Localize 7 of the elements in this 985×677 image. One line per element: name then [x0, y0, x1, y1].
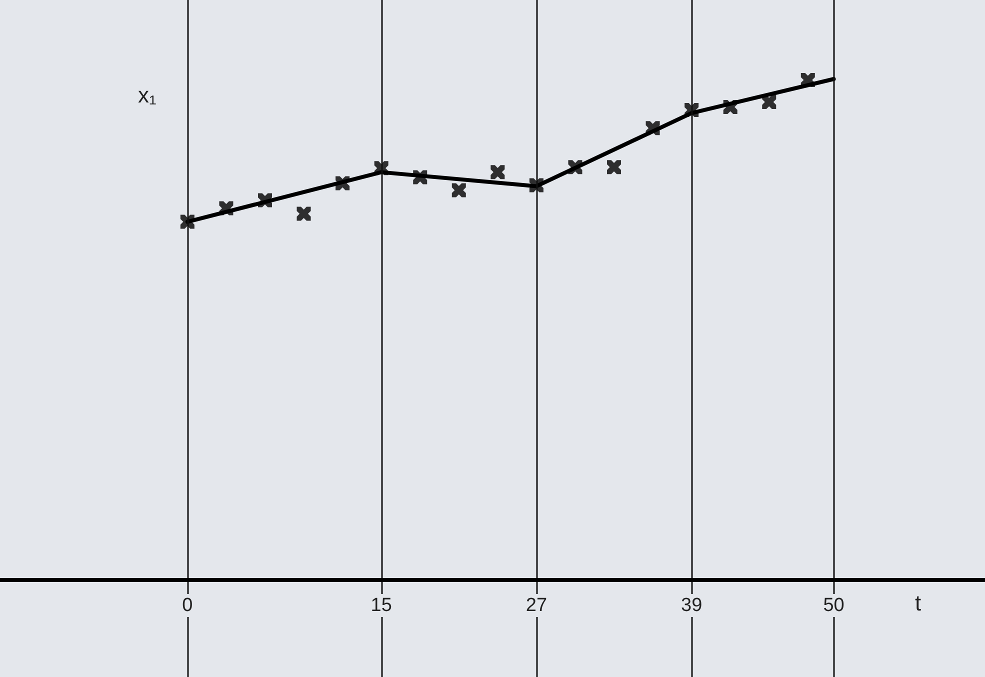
- x-tick-label: 27: [526, 595, 548, 616]
- x-axis-title: t: [915, 590, 922, 616]
- x-tick-label: 15: [370, 595, 392, 616]
- y-axis-title: x₁: [138, 82, 156, 108]
- x-tick-label: 39: [681, 595, 702, 616]
- x-tick-label: 0: [182, 595, 193, 616]
- x-tick-label: 50: [823, 595, 844, 616]
